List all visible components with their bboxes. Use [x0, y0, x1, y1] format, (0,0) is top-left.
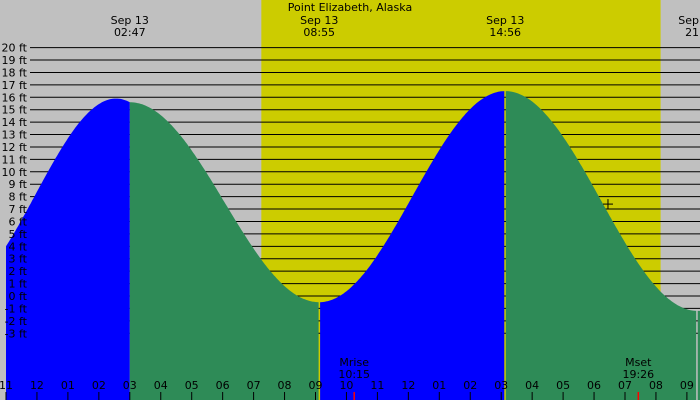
y-tick-label: 16 ft: [2, 91, 28, 104]
tide-date-label: Sep 13: [486, 14, 524, 27]
x-tick-label: 02: [92, 379, 106, 392]
y-tick-label: 18 ft: [2, 66, 28, 79]
y-tick-label: -3 ft: [5, 327, 28, 340]
x-tick-label: 08: [278, 379, 292, 392]
y-tick-label: -1 ft: [5, 302, 28, 315]
y-tick-label: 2 ft: [9, 265, 28, 278]
x-tick-label: 04: [525, 379, 539, 392]
x-tick-label: 03: [123, 379, 137, 392]
tide-areas: [6, 91, 700, 400]
tide-date-label: Sep 13: [300, 14, 338, 27]
current-position-marker: [602, 199, 613, 210]
tide-time-label: 14:56: [489, 26, 521, 39]
y-tick-label: 8 ft: [9, 191, 28, 204]
y-tick-label: 7 ft: [9, 203, 28, 216]
tide-time-label: 02:47: [114, 26, 146, 39]
x-tick-label: 01: [61, 379, 75, 392]
falling-tide-area: [697, 310, 700, 400]
y-tick-label: 17 ft: [2, 79, 28, 92]
x-tick-label: 07: [247, 379, 261, 392]
x-tick-label: 12: [30, 379, 44, 392]
x-tick-label: 11: [370, 379, 384, 392]
tide-time-label: 21:2: [685, 26, 700, 39]
moon-event-name: Mset: [625, 356, 652, 369]
rising-tide-area: [6, 98, 130, 400]
x-tick-label: 06: [587, 379, 601, 392]
x-tick-label: 03: [494, 379, 508, 392]
x-tick-label: 09: [309, 379, 323, 392]
y-tick-label: 0 ft: [9, 290, 28, 303]
y-tick-label: 3 ft: [9, 253, 28, 266]
y-tick-label: 13 ft: [2, 129, 28, 142]
x-tick-label: 10: [339, 379, 353, 392]
x-tick-label: 11: [0, 379, 13, 392]
y-tick-label: 20 ft: [2, 42, 28, 55]
y-tick-label: 11 ft: [2, 153, 28, 166]
y-tick-label: 14 ft: [2, 116, 28, 129]
y-tick-label: 4 ft: [9, 240, 28, 253]
y-tick-label: 12 ft: [2, 141, 28, 154]
x-tick-label: 09: [680, 379, 694, 392]
moon-event-time: 19:26: [622, 368, 654, 381]
x-tick-label: 06: [216, 379, 230, 392]
falling-tide-area: [505, 91, 697, 400]
x-tick-label: 04: [154, 379, 168, 392]
y-tick-label: 1 ft: [9, 278, 28, 291]
x-tick-label: 02: [463, 379, 477, 392]
x-tick-label: 05: [556, 379, 570, 392]
y-tick-label: 15 ft: [2, 104, 28, 117]
tide-time-label: 08:55: [303, 26, 335, 39]
y-tick-label: 19 ft: [2, 54, 28, 67]
falling-tide-area: [129, 102, 319, 400]
x-tick-label: 01: [432, 379, 446, 392]
y-tick-label: 6 ft: [9, 215, 28, 228]
y-tick-label: 10 ft: [2, 166, 28, 179]
x-tick-label: 05: [185, 379, 199, 392]
y-tick-label: 9 ft: [9, 178, 28, 191]
moon-event-time: 10:15: [338, 368, 370, 381]
rising-tide-area: [320, 91, 505, 400]
moon-event-name: Mrise: [339, 356, 369, 369]
y-tick-label: 5 ft: [9, 228, 28, 241]
tide-date-label: Sep 13: [111, 14, 149, 27]
x-tick-label: 12: [401, 379, 415, 392]
tide-date-label: Sep 13: [678, 14, 700, 27]
x-tick-label: 07: [618, 379, 632, 392]
chart-title: Point Elizabeth, Alaska: [288, 1, 412, 14]
y-tick-label: -2 ft: [5, 315, 28, 328]
x-tick-label: 08: [649, 379, 663, 392]
x-axis-labels: 11 12 01 02 03 04 05 06 07 08 09 10 11 12 01 02 03 04 05 06…: [0, 379, 694, 400]
